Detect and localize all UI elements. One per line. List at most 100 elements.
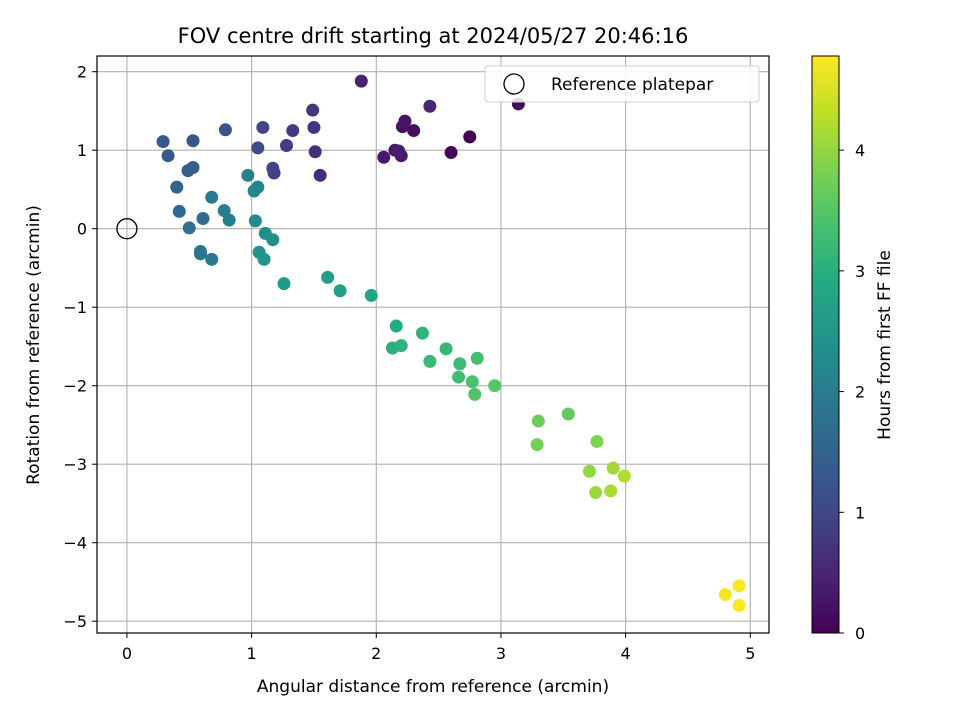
data-point-59 xyxy=(465,375,479,389)
data-point-57 xyxy=(452,370,466,384)
data-point-19 xyxy=(266,161,280,175)
x-tick-label-5: 5 xyxy=(745,644,755,663)
y-tick-label-0: −5 xyxy=(63,612,87,631)
colorbar-tick-label-2: 2 xyxy=(855,383,865,402)
data-point-12 xyxy=(313,168,327,182)
data-point-56 xyxy=(453,357,467,371)
data-point-3 xyxy=(407,124,421,138)
data-point-30 xyxy=(196,212,210,226)
data-point-50 xyxy=(389,319,403,333)
colorbar-ticks: 0 1 2 3 4 xyxy=(839,141,865,643)
legend: Reference platepar xyxy=(484,65,760,103)
data-point-67 xyxy=(589,485,603,499)
data-point-73 xyxy=(732,599,746,613)
colorbar-label: Hours from first FF file xyxy=(875,250,895,440)
data-point-20 xyxy=(256,120,270,134)
reference-marker-layer xyxy=(116,218,138,240)
data-point-0 xyxy=(463,130,477,144)
data-point-15 xyxy=(306,103,320,117)
data-point-47 xyxy=(321,270,335,284)
x-tick-label-1: 1 xyxy=(247,644,257,663)
x-tick-label-2: 2 xyxy=(371,644,381,663)
colorbar-tick-label-0: 0 xyxy=(855,624,865,643)
data-point-13 xyxy=(308,145,322,159)
data-point-63 xyxy=(531,414,545,428)
y-tick-label-6: 1 xyxy=(77,141,87,160)
data-point-10 xyxy=(354,74,368,88)
colorbar: 0 1 2 3 4 Hours from first FF file xyxy=(811,55,895,643)
reference-platepar-marker xyxy=(116,218,138,240)
data-point-34 xyxy=(205,252,219,266)
legend-marker-open-circle xyxy=(503,73,525,95)
data-point-16 xyxy=(286,124,300,138)
data-point-68 xyxy=(606,461,620,475)
data-point-52 xyxy=(394,339,408,353)
legend-box xyxy=(484,65,760,103)
data-points xyxy=(156,74,746,613)
plot-area-frame xyxy=(96,55,770,634)
data-point-46 xyxy=(277,277,291,291)
data-point-35 xyxy=(205,190,219,204)
data-point-14 xyxy=(307,120,321,134)
data-point-33 xyxy=(193,247,207,261)
colorbar-tick-label-1: 1 xyxy=(855,503,865,522)
data-point-45 xyxy=(257,252,271,266)
data-point-43 xyxy=(266,233,280,247)
data-point-69 xyxy=(604,484,618,498)
y-tick-label-3: −2 xyxy=(63,377,87,396)
colorbar-frame xyxy=(811,55,840,634)
colorbar-gradient xyxy=(812,56,839,633)
data-point-11 xyxy=(423,99,437,113)
data-point-38 xyxy=(241,168,255,182)
data-point-28 xyxy=(170,180,184,194)
data-point-54 xyxy=(439,342,453,356)
data-point-37 xyxy=(222,213,236,227)
legend-label: Reference platepar xyxy=(551,75,713,95)
data-point-53 xyxy=(415,326,429,340)
data-point-22 xyxy=(218,123,232,137)
data-point-21 xyxy=(251,141,265,155)
data-point-40 xyxy=(247,184,261,198)
data-point-9 xyxy=(392,144,406,158)
data-point-49 xyxy=(364,288,378,302)
y-tick-label-1: −4 xyxy=(63,534,87,553)
x-tick-label-3: 3 xyxy=(496,644,506,663)
data-point-24 xyxy=(156,135,170,149)
data-point-5 xyxy=(398,114,412,128)
data-point-29 xyxy=(172,204,186,218)
data-point-72 xyxy=(732,579,746,593)
data-point-27 xyxy=(181,164,195,178)
data-point-65 xyxy=(590,434,604,448)
data-point-23 xyxy=(186,134,200,148)
data-point-70 xyxy=(617,469,631,483)
y-tick-label-2: −3 xyxy=(63,455,87,474)
y-tick-label-7: 2 xyxy=(77,63,87,82)
y-axis-ticks: −5 −4 −3 −2 −1 0 1 2 xyxy=(63,63,97,631)
chart-title: FOV centre drift starting at 2024/05/27 … xyxy=(178,24,689,48)
data-point-55 xyxy=(423,354,437,368)
data-point-31 xyxy=(182,221,196,235)
data-point-8 xyxy=(377,150,391,164)
data-point-62 xyxy=(561,407,575,421)
colorbar-tick-label-3: 3 xyxy=(855,262,865,281)
y-tick-label-5: 0 xyxy=(77,220,87,239)
y-axis-label: Rotation from reference (arcmin) xyxy=(24,205,44,485)
x-tick-label-0: 0 xyxy=(122,644,132,663)
x-tick-label-4: 4 xyxy=(621,644,631,663)
data-point-17 xyxy=(280,138,294,152)
data-point-71 xyxy=(718,588,732,602)
data-point-1 xyxy=(444,146,458,160)
data-point-64 xyxy=(530,438,544,452)
x-axis-ticks: 0 1 2 3 4 5 xyxy=(122,633,755,663)
data-point-60 xyxy=(468,387,482,401)
data-point-25 xyxy=(161,149,175,163)
x-axis-label: Angular distance from reference (arcmin) xyxy=(257,677,609,697)
data-point-58 xyxy=(470,351,484,365)
data-point-41 xyxy=(248,214,262,228)
data-point-66 xyxy=(582,464,596,478)
y-tick-label-4: −1 xyxy=(63,298,87,317)
data-point-61 xyxy=(488,379,502,393)
colorbar-tick-label-4: 4 xyxy=(855,141,865,160)
data-point-48 xyxy=(333,284,347,298)
